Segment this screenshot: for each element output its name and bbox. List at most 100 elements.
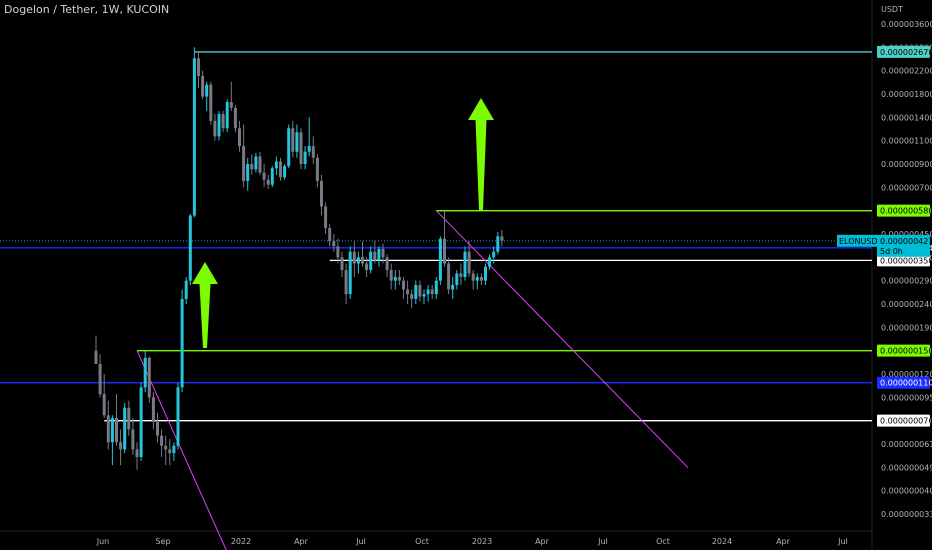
arrows (192, 98, 494, 348)
time-tick-label: 2023 (472, 537, 492, 546)
candle-body (192, 58, 196, 216)
candle-body (393, 277, 397, 281)
time-axis[interactable]: Jun Sep 2022 Apr Jul Oct 2023 Apr Jul Oct 2024 Apr J… (96, 537, 848, 546)
candle-body (102, 394, 106, 416)
time-tick-label: Sep (155, 537, 170, 546)
price-tag-bg (877, 254, 930, 267)
time-tick-label: Apr (294, 537, 309, 546)
price-tag-bg (877, 344, 930, 357)
candle-body (447, 263, 451, 290)
candle-body (172, 445, 176, 454)
price-tag-bg (877, 45, 930, 58)
candle-body (385, 257, 389, 271)
candle-body (168, 449, 172, 454)
time-tick-label: Apr (535, 537, 550, 546)
candle-body (451, 284, 455, 290)
candle-body (123, 407, 127, 450)
candle-body (430, 289, 434, 295)
time-tick-label: Oct (415, 537, 429, 546)
candle-body (98, 364, 102, 395)
candles (94, 47, 504, 470)
candle-body (246, 164, 250, 181)
candle-body (160, 435, 164, 446)
candle-body (361, 257, 364, 264)
time-tick-label: Oct (656, 537, 670, 546)
candle-body (295, 132, 299, 152)
symbol-tag-text: ELONUSDT (839, 237, 883, 246)
candle-body (139, 387, 143, 457)
candle-body (250, 164, 254, 170)
candle-body (377, 248, 381, 261)
trendline-2 (435, 210, 689, 469)
candle-body (438, 238, 442, 281)
candle-body (397, 277, 401, 281)
candle-body (348, 251, 352, 295)
candle-body (475, 277, 479, 281)
currency-label: USDT (881, 5, 903, 14)
candle-body (479, 277, 483, 281)
up-arrow-1 (192, 262, 218, 348)
up-arrow-2 (468, 98, 494, 210)
last-price-tag-bg (877, 234, 930, 257)
candle-body (119, 442, 123, 450)
candle-body (127, 407, 131, 430)
candle-body (463, 251, 467, 278)
candle-body (443, 238, 446, 264)
candle-body (434, 280, 438, 295)
candle-body (164, 445, 168, 450)
candle-body (459, 273, 463, 278)
candle-body (471, 273, 475, 281)
price-tag-bg (877, 204, 930, 217)
trendlines (136, 210, 689, 550)
candle-body (299, 132, 303, 164)
symbol-tag-bg (837, 234, 877, 247)
candle-body (336, 246, 340, 258)
candle-body (151, 397, 155, 423)
candle-body (143, 357, 147, 388)
candle-body (184, 280, 188, 299)
candle-body (262, 172, 266, 180)
candle-body (356, 257, 360, 264)
candle-body (422, 294, 426, 297)
candle-body (229, 102, 233, 108)
candle-body (484, 266, 487, 281)
candle-body (266, 179, 270, 185)
candle-body (406, 289, 410, 295)
candle-body (315, 157, 319, 181)
candle-body (106, 415, 110, 443)
time-tick-label: Jun (96, 537, 110, 546)
time-tick-label: Jul (837, 537, 848, 546)
candle-body (492, 251, 496, 258)
time-tick-label: Apr (776, 537, 791, 546)
candle-body (110, 417, 114, 443)
candle-body (307, 146, 311, 152)
candle-body (381, 248, 385, 258)
candle-body (135, 449, 139, 457)
candle-body (303, 151, 307, 164)
candle-body (410, 294, 414, 299)
candle-body (365, 263, 369, 271)
candle-body (147, 357, 151, 398)
candle-body (500, 236, 504, 241)
candle-body (328, 228, 332, 242)
candle-body (205, 84, 209, 97)
candle-body (402, 280, 405, 290)
candle-body (115, 417, 118, 443)
time-tick-label: Jul (597, 537, 608, 546)
price-tick-label: 0.0000000330 (881, 510, 932, 519)
